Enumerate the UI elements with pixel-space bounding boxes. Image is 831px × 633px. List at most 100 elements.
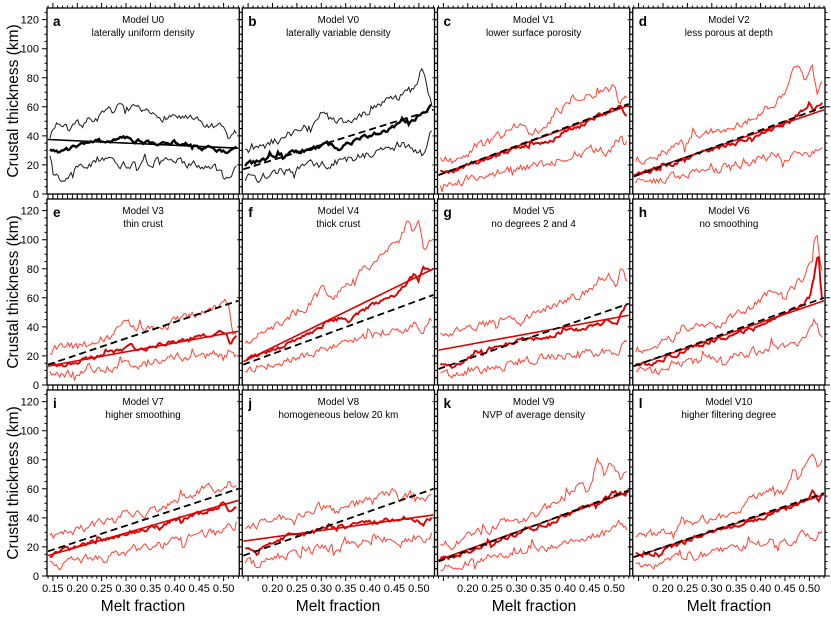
y-tick-label: 0 bbox=[33, 189, 39, 201]
linear-fit-line bbox=[47, 330, 239, 367]
upper-envelope-line bbox=[440, 456, 628, 551]
panel-border bbox=[632, 198, 826, 386]
panel-title-subtitle: no degrees 2 and 4 bbox=[491, 219, 576, 230]
x-tick-label: 0.25 bbox=[91, 583, 112, 595]
panel-title-model: Model V8 bbox=[318, 397, 360, 408]
panel-title-subtitle: higher smoothing bbox=[106, 410, 181, 421]
y-tick-label: 40 bbox=[27, 131, 39, 143]
x-tick-label: 0.30 bbox=[506, 583, 527, 595]
panel-border bbox=[241, 389, 436, 577]
curves bbox=[633, 234, 825, 376]
curves bbox=[438, 83, 629, 193]
x-axis-label-col-4: Melt fraction bbox=[686, 598, 772, 615]
x-tick-label: 0.35 bbox=[140, 583, 161, 595]
panel-title-model: Model V9 bbox=[513, 397, 554, 408]
panel-title-model: Model V4 bbox=[318, 206, 360, 217]
x-axis-label-col-3: Melt fraction bbox=[491, 598, 577, 615]
panel-k: k Model V9 NVP of average density 0.20 0.25 0… bbox=[432, 385, 635, 595]
dashed-reference-line bbox=[243, 108, 434, 171]
x-axis-label-col-1: Melt fraction bbox=[100, 598, 186, 615]
x-tick-label: 0.50 bbox=[408, 583, 429, 595]
linear-fit-line bbox=[47, 499, 239, 557]
lower-envelope-line bbox=[49, 521, 237, 571]
panel-border bbox=[436, 7, 631, 195]
panel-title-subtitle: laterally uniform density bbox=[92, 28, 195, 39]
y-tick-label: 100 bbox=[21, 44, 39, 56]
x-tick-label: 0.45 bbox=[384, 583, 405, 595]
y-axis-label-row-3: Crustal thickness (km) bbox=[5, 406, 22, 560]
y-tick-label: 0 bbox=[33, 380, 39, 392]
panel-border bbox=[632, 7, 826, 195]
panel-letter: a bbox=[53, 14, 61, 29]
upper-envelope-line bbox=[439, 83, 628, 165]
panel-border bbox=[436, 198, 631, 386]
panel-j: j Model V8 homogeneous below 20 km 0.20 0.25… bbox=[237, 385, 440, 595]
panel-title-subtitle: less porous at depth bbox=[685, 28, 773, 39]
panel-title-model: Model V6 bbox=[708, 206, 750, 217]
panel-border bbox=[436, 389, 631, 577]
panel-title-model: Model V5 bbox=[513, 206, 555, 217]
panel-border bbox=[46, 389, 240, 577]
upper-envelope-line bbox=[635, 63, 823, 165]
mean-line bbox=[245, 265, 433, 362]
lower-envelope-line bbox=[635, 317, 823, 376]
tick-marks bbox=[627, 194, 830, 390]
panel-g: g Model V5 no degrees 2 and 4 bbox=[432, 194, 635, 390]
linear-fit-line bbox=[243, 514, 434, 542]
panel-i: i Model V7 higher smoothing 0 20 40 60 80 100 120… bbox=[21, 385, 245, 595]
dashed-reference-line bbox=[47, 299, 239, 366]
panel-title-subtitle: higher filtering degree bbox=[681, 410, 776, 421]
panel-title-model: Model V7 bbox=[122, 397, 163, 408]
panel-border bbox=[632, 389, 826, 577]
x-tick-label: 0.35 bbox=[530, 583, 551, 595]
panel-letter: d bbox=[639, 14, 647, 29]
y-tick-label: 40 bbox=[27, 322, 39, 334]
panel-h: h Model V6 no smoothing bbox=[627, 194, 830, 390]
panel-title-subtitle: laterally variable density bbox=[286, 28, 391, 39]
upper-envelope-line bbox=[245, 67, 433, 154]
panel-title-model: Model V1 bbox=[513, 15, 554, 26]
panel-title-subtitle: thick crust bbox=[316, 219, 360, 230]
panel-letter: e bbox=[53, 205, 61, 220]
lower-envelope-line bbox=[440, 339, 628, 379]
panel-title-subtitle: no smoothing bbox=[699, 219, 758, 230]
linear-fit-line bbox=[438, 314, 629, 351]
x-tick-label: 0.40 bbox=[555, 583, 576, 595]
x-tick-label: 0.25 bbox=[286, 583, 307, 595]
lower-envelope-line bbox=[635, 147, 823, 185]
upper-envelope-line bbox=[49, 480, 237, 540]
panel-l: l Model V10 higher filtering degree 0.20 0.2… bbox=[627, 385, 830, 595]
panel-e: e Model V3 thin crust 0 20 40 60 80 100 120 bbox=[21, 194, 245, 392]
x-tick-label: 0.50 bbox=[603, 583, 624, 595]
y-tick-label: 20 bbox=[27, 160, 39, 172]
mean-line bbox=[49, 501, 237, 559]
x-tick-label: 0.50 bbox=[213, 583, 234, 595]
dashed-reference-line bbox=[243, 487, 434, 557]
curves bbox=[633, 453, 825, 570]
lower-envelope-line bbox=[635, 529, 823, 570]
x-tick-label: 0.40 bbox=[164, 583, 185, 595]
y-axis-label-row-1: Crustal thickness (km) bbox=[5, 24, 22, 178]
upper-envelope-line bbox=[49, 103, 237, 139]
panel-letter: g bbox=[444, 205, 452, 220]
x-tick-label: 0.15 bbox=[42, 583, 63, 595]
lower-envelope-line bbox=[244, 130, 432, 184]
panel-title-subtitle: thin crust bbox=[123, 219, 163, 230]
mean-line bbox=[440, 489, 628, 561]
panel-title-model: Model V2 bbox=[708, 15, 749, 26]
dashed-reference-line bbox=[438, 302, 629, 370]
x-tick-label: 0.35 bbox=[725, 583, 746, 595]
upper-envelope-line bbox=[440, 268, 628, 338]
y-tick-label: 60 bbox=[27, 293, 39, 305]
y-tick-label: 100 bbox=[21, 426, 39, 438]
dashed-reference-line bbox=[438, 489, 629, 563]
lower-envelope-line bbox=[49, 347, 237, 382]
y-tick-label: 60 bbox=[27, 102, 39, 114]
curves bbox=[47, 298, 239, 382]
curves bbox=[438, 456, 629, 572]
dashed-reference-line bbox=[633, 492, 825, 558]
lower-envelope-line bbox=[244, 532, 433, 569]
x-tick-label: 0.35 bbox=[335, 583, 356, 595]
panel-d: d Model V2 less porous at depth bbox=[627, 3, 830, 199]
